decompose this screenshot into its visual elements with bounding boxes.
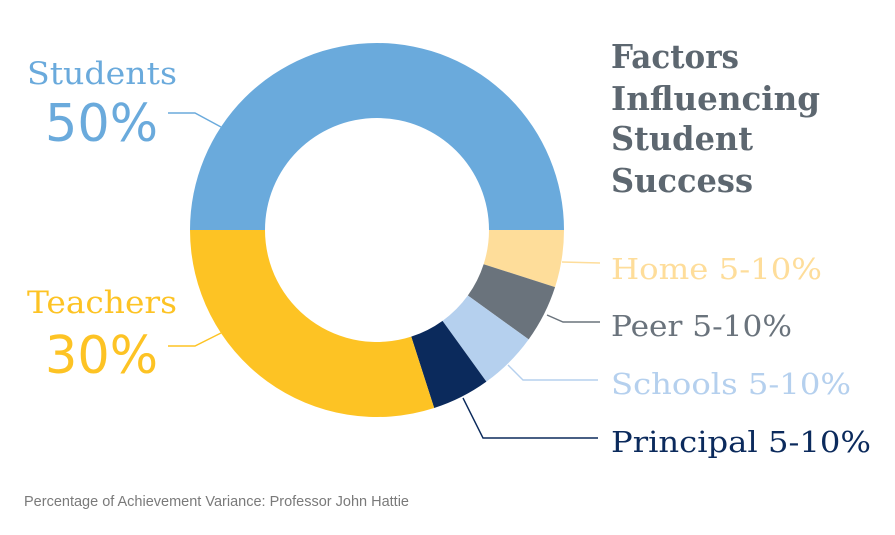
label-home: Home 5-10% [611,252,822,286]
slice-home [483,230,565,288]
label-students-name: Students [27,56,177,92]
label-peer: Peer 5-10% [611,309,792,343]
label-students-pct: 50% [45,94,158,154]
leader-line-principal [462,397,598,439]
title-line-3: Student [611,119,754,158]
title-line-1: Factors [611,37,739,76]
chart-title: Factors Influencing Student Success [611,37,820,200]
label-principal: Principal 5-10% [611,425,871,459]
title-line-4: Success [611,161,753,200]
slice-students [190,43,564,230]
footnote-source: Percentage of Achievement Variance: Prof… [24,494,410,510]
label-teachers-pct: 30% [45,326,158,386]
donut-slices [190,43,565,418]
slice-schools [442,295,529,382]
leader-line-students [168,112,222,128]
title-line-2: Influencing [611,79,820,118]
slice-principal [411,320,487,409]
label-teachers-name: Teachers [27,285,177,321]
label-schools: Schools 5-10% [611,367,851,401]
slice-teachers [190,230,435,418]
leader-line-schools [507,364,598,381]
leader-line-home [561,261,601,264]
leader-lines [168,112,601,439]
slice-peer [467,264,556,340]
leader-line-teachers [168,332,222,347]
leader-line-peer [546,314,600,323]
